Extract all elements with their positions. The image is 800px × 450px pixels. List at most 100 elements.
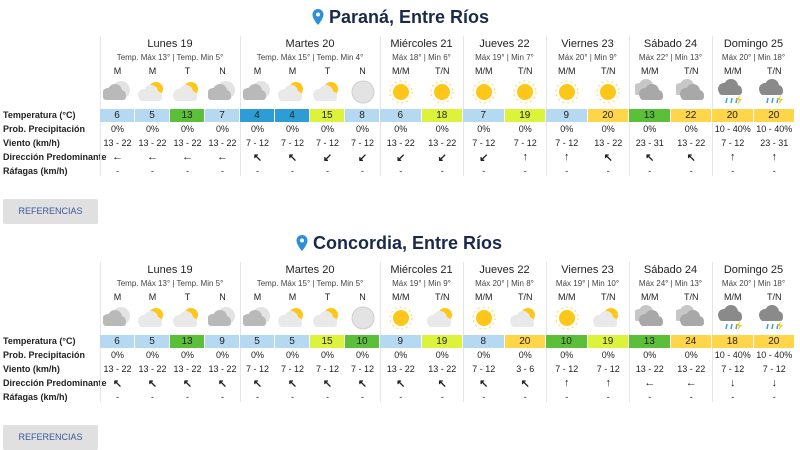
- gusts: -: [151, 166, 154, 176]
- precipitation: 0%: [180, 350, 194, 360]
- weather-icon: [102, 81, 130, 100]
- direction: ↖: [603, 152, 613, 164]
- direction: ↑: [564, 151, 570, 163]
- wind: 7 - 12: [315, 364, 339, 374]
- period: M/M: [641, 292, 659, 302]
- period: M/M: [558, 292, 576, 302]
- gusts: -: [326, 166, 329, 176]
- wind: 13 - 22: [635, 364, 664, 374]
- references-button[interactable]: REFERENCIAS: [3, 199, 98, 224]
- temperature: 5: [275, 335, 309, 348]
- weather-icon: [513, 80, 537, 104]
- temperature: 18: [421, 109, 462, 122]
- direction: ↖: [252, 378, 263, 390]
- day-separator: [100, 262, 101, 402]
- gusts: -: [523, 392, 527, 402]
- direction: ↖: [357, 378, 368, 390]
- period: M/M: [392, 66, 410, 76]
- period: T/N: [684, 292, 699, 302]
- wind: 13 - 22: [138, 364, 167, 374]
- day-name: Lunes 19: [147, 264, 193, 276]
- day-separator: [546, 36, 547, 176]
- temperature: 20: [753, 109, 794, 122]
- wind: 7 - 12: [721, 138, 745, 148]
- temperature: 20: [504, 335, 545, 348]
- period: T/N: [767, 292, 782, 302]
- temperature: 4: [275, 109, 309, 122]
- gusts: -: [523, 166, 527, 176]
- section-title: Paraná, Entre Ríos: [329, 7, 490, 27]
- wind: 13 - 22: [386, 138, 415, 148]
- weather-icon: [430, 80, 454, 104]
- wind: 13 - 22: [103, 364, 132, 374]
- day-summary: Temp. Máx 13° | Temp. Min 5°: [116, 53, 224, 62]
- wind: 13 - 22: [173, 138, 202, 148]
- period: T: [184, 292, 191, 302]
- weather-icon: [555, 306, 579, 330]
- wind: 7 - 12: [472, 138, 496, 148]
- day-summary: Máx 22° | Min 13°: [638, 53, 703, 62]
- weather-icon: [137, 308, 163, 327]
- day-summary: Máx 20° | Min 18°: [721, 53, 786, 62]
- day-separator: [380, 262, 381, 402]
- row-label: Dirección Predominante: [3, 378, 107, 388]
- weather-icon: [277, 308, 303, 327]
- row-label: Ráfagas (km/h): [3, 166, 68, 176]
- weather-icon: [351, 306, 374, 330]
- wind: 13 - 22: [138, 138, 167, 148]
- precipitation: 0%: [560, 350, 574, 360]
- period: T/N: [601, 66, 616, 76]
- direction: ↙: [479, 152, 489, 164]
- direction: ↙: [396, 152, 406, 164]
- gusts: -: [186, 166, 189, 176]
- weather-icon: [759, 305, 784, 331]
- weather-icon: [759, 79, 784, 105]
- day-summary: Máx 18° | Min 6°: [392, 53, 451, 62]
- direction: ←: [217, 151, 228, 163]
- day-summary: Máx 20° | Min 9°: [558, 53, 617, 62]
- gusts: -: [482, 392, 486, 402]
- wind: 7 - 12: [245, 364, 269, 374]
- direction: ↑: [771, 151, 778, 163]
- period: T/N: [601, 292, 616, 302]
- precipitation: 0%: [285, 350, 299, 360]
- gusts: -: [361, 166, 364, 176]
- direction: ↓: [771, 377, 778, 389]
- period: M/M: [724, 292, 742, 302]
- references-button[interactable]: REFERENCIAS: [3, 425, 98, 450]
- day-summary: Máx 20° | Min 18°: [721, 279, 786, 288]
- weather-icon: [172, 82, 198, 101]
- weather-icon: [172, 308, 198, 327]
- precipitation: 0%: [684, 350, 698, 360]
- wind: 13 - 22: [594, 138, 623, 148]
- precipitation: 0%: [250, 124, 264, 134]
- gusts: -: [606, 166, 610, 176]
- day-name: Domingo 25: [723, 264, 784, 276]
- gusts: -: [116, 392, 119, 402]
- temperature: 20: [712, 109, 753, 122]
- temperature: 19: [421, 335, 462, 348]
- day-summary: Temp. Máx 13° | Temp. Min 5°: [116, 279, 224, 288]
- direction: ↑: [605, 377, 612, 389]
- day-separator: [100, 36, 101, 176]
- temperature: 9: [380, 335, 421, 348]
- weather-icon: [351, 80, 374, 104]
- temperature: 19: [587, 335, 628, 348]
- temperature: 8: [345, 109, 379, 122]
- day-name: Lunes 19: [147, 38, 193, 50]
- period: M: [148, 66, 157, 76]
- day-summary: Máx 20° | Min 8°: [475, 279, 534, 288]
- precipitation: 0%: [435, 350, 449, 360]
- day-summary: Temp. Máx 15° | Temp. Min 5°: [256, 279, 364, 288]
- day-summary: Temp. Máx 15° | Temp. Min 4°: [256, 53, 364, 62]
- period: T/N: [767, 66, 782, 76]
- gusts: -: [689, 392, 693, 402]
- period: M/M: [641, 66, 659, 76]
- period: T/N: [684, 66, 699, 76]
- precipitation: 0%: [518, 124, 532, 134]
- gusts: -: [648, 392, 652, 402]
- precipitation: 0%: [145, 350, 159, 360]
- precipitation: 0%: [180, 124, 194, 134]
- direction: ↖: [322, 378, 333, 390]
- temperature: 15: [310, 109, 344, 122]
